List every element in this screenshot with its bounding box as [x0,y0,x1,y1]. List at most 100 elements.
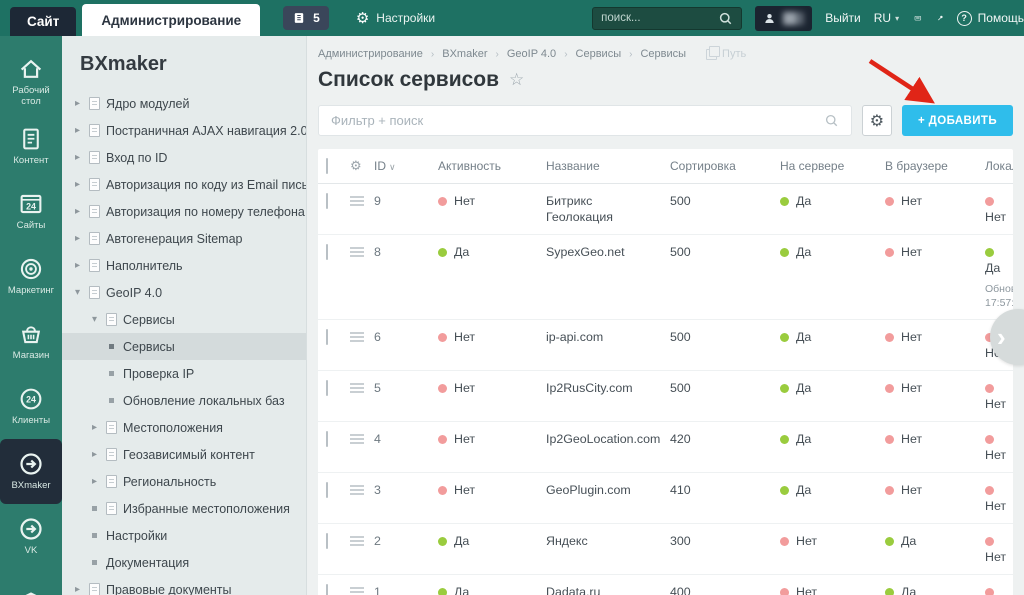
row-checkbox[interactable] [326,431,328,447]
tree-item[interactable]: ▸Ядро модулей [62,90,306,117]
tree-item[interactable]: Обновление локальных баз [62,387,306,414]
tree-item[interactable]: ▾Сервисы [62,306,306,333]
tab-site[interactable]: Сайт [10,7,76,36]
favorite-star-icon[interactable]: ☆ [509,70,524,90]
chevron-right-icon[interactable]: ▸ [75,233,89,244]
user-badge[interactable] [755,6,812,31]
bullet-icon[interactable] [92,560,106,565]
column-header[interactable]: Сортировка [670,159,780,173]
column-header[interactable]: В браузере [885,159,985,173]
breadcrumb-item[interactable]: Администрирование [318,48,423,60]
bullet-icon[interactable] [109,371,123,376]
grid-settings-button[interactable]: ⚙ [862,105,892,136]
row-checkbox[interactable] [326,584,328,595]
notifications-button[interactable]: 5 [283,6,329,30]
path-button[interactable]: Путь [706,48,746,60]
tree-item[interactable]: ▸Авторизация по номеру телефона [62,198,306,225]
bullet-icon[interactable] [92,533,106,538]
drag-handle-icon[interactable] [350,534,374,548]
drag-handle-icon[interactable] [350,194,374,208]
tree-item[interactable]: ▸Региональность [62,468,306,495]
drag-handle-icon[interactable] [350,483,374,497]
tree-item[interactable]: ▸Постраничная AJAX навигация 2.0 [62,117,306,144]
row-checkbox[interactable] [326,244,328,260]
column-header[interactable]: Активность [438,159,546,173]
column-header[interactable]: На сервере [780,159,885,173]
sidebar-item-marketing[interactable]: Маркетинг [0,244,62,309]
chevron-right-icon[interactable]: ▸ [75,206,89,217]
row-checkbox[interactable] [326,193,328,209]
sidebar-item-content[interactable]: Контент [0,114,62,179]
tree-item[interactable]: ▸Автогенерация Sitemap [62,225,306,252]
tree-item[interactable]: Документация [62,549,306,576]
chevron-right-icon[interactable]: ▸ [75,584,89,595]
chevron-right-icon[interactable]: ▸ [92,449,106,460]
chevron-right-icon[interactable]: ▸ [75,179,89,190]
sidebar-item-clients[interactable]: 24Клиенты [0,374,62,439]
breadcrumb-item[interactable]: Сервисы [640,48,686,60]
cell-local: ДаОбновлен17:57:36 [985,245,1013,310]
tree-item[interactable]: ▸Геозависимый контент [62,441,306,468]
search-icon [718,11,733,26]
bullet-icon[interactable] [109,398,123,403]
tree-item[interactable]: ▸Авторизация по коду из Email письма [62,171,306,198]
column-header[interactable]: ID∨ [374,159,438,173]
chevron-right-icon[interactable]: ▸ [75,152,89,163]
chevron-down-icon[interactable]: ▾ [92,314,106,325]
row-checkbox[interactable] [326,329,328,345]
bullet-icon[interactable] [109,344,123,349]
breadcrumb-item[interactable]: GeoIP 4.0 [507,48,556,60]
tree-item[interactable]: ▸Наполнитель [62,252,306,279]
sidebar-item-more[interactable] [0,569,62,595]
tree-item[interactable]: ▾GeoIP 4.0 [62,279,306,306]
chevron-down-icon[interactable]: ▾ [75,287,89,298]
filter-search-field[interactable] [318,105,852,136]
sidebar-item-desktop[interactable]: Рабочий стол [0,49,62,114]
document-icon [89,259,100,272]
sidebar-item-bxmaker[interactable]: BXmaker [0,439,62,504]
tree-item[interactable]: ▸Местоположения [62,414,306,441]
tab-administration[interactable]: Администрирование [82,4,260,36]
breadcrumb-item[interactable]: Сервисы [576,48,622,60]
logout-link[interactable]: Выйти [825,11,861,25]
topbar-settings-button[interactable]: ⚙ Настройки [356,11,435,26]
tree-item[interactable]: Избранные местоположения [62,495,306,522]
pin-icon[interactable] [937,10,944,26]
sidebar-item-sites[interactable]: 24Сайты [0,179,62,244]
filter-search-input[interactable] [331,113,824,128]
gear-icon[interactable]: ⚙ [350,160,374,173]
drag-handle-icon[interactable] [350,381,374,395]
tree-item[interactable]: ▸Правовые документы [62,576,306,595]
column-header[interactable]: Название [546,159,670,173]
chevron-right-icon[interactable]: ▸ [92,422,106,433]
chevron-right-icon[interactable]: ▸ [75,125,89,136]
hotkeys-panel-icon[interactable] [914,9,922,27]
breadcrumb-item[interactable]: BXmaker [442,48,487,60]
chevron-right-icon[interactable]: ▸ [75,260,89,271]
column-header[interactable]: Локальн [985,159,1013,173]
chevron-right-icon[interactable]: ▸ [75,98,89,109]
sidebar-item-shop[interactable]: Магазин [0,309,62,374]
row-checkbox[interactable] [326,533,328,549]
topbar-search[interactable] [592,7,742,30]
select-all-checkbox[interactable] [326,158,328,174]
row-checkbox[interactable] [326,380,328,396]
add-button[interactable]: + ДОБАВИТЬ [902,105,1013,136]
drag-handle-icon[interactable] [350,330,374,344]
row-checkbox[interactable] [326,482,328,498]
tree-item[interactable]: ▸Вход по ID [62,144,306,171]
tree-item[interactable]: Сервисы [62,333,306,360]
status-dot [885,197,894,206]
language-selector[interactable]: RU ▾ [874,11,899,25]
drag-handle-icon[interactable] [350,585,374,595]
drag-handle-icon[interactable] [350,245,374,259]
drag-handle-icon[interactable] [350,432,374,446]
tree-item[interactable]: Проверка IP [62,360,306,387]
status-dot [885,384,894,393]
topbar-search-input[interactable] [601,12,718,24]
chevron-right-icon[interactable]: ▸ [92,476,106,487]
help-button[interactable]: ? Помощь [957,11,1024,26]
sidebar-item-vk[interactable]: VK [0,504,62,569]
bullet-icon[interactable] [92,506,106,511]
tree-item[interactable]: Настройки [62,522,306,549]
